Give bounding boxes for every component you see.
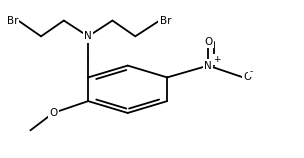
Text: N: N	[84, 31, 92, 41]
Text: Br: Br	[160, 15, 171, 26]
Text: +: +	[213, 55, 221, 64]
Text: O: O	[204, 37, 212, 47]
Text: O: O	[243, 72, 251, 82]
Text: Br: Br	[7, 15, 18, 26]
Text: -: -	[250, 67, 253, 76]
Text: O: O	[49, 108, 57, 118]
Text: N: N	[204, 61, 212, 71]
